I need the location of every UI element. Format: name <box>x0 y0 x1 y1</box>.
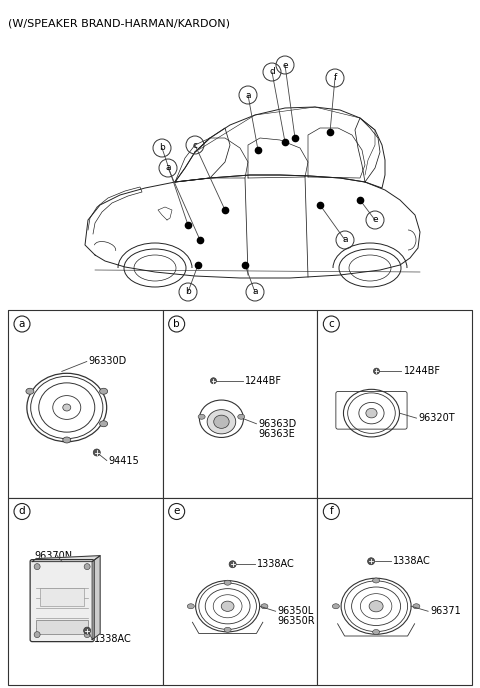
Circle shape <box>84 563 90 570</box>
Text: a: a <box>245 91 251 100</box>
Text: 96371: 96371 <box>430 606 461 616</box>
Polygon shape <box>92 556 100 640</box>
Text: 96330D: 96330D <box>89 356 127 367</box>
Ellipse shape <box>372 578 380 583</box>
Text: d: d <box>269 67 275 76</box>
Text: 96363D: 96363D <box>258 419 297 429</box>
Ellipse shape <box>366 409 377 418</box>
Text: 1338AC: 1338AC <box>393 557 431 566</box>
Text: a: a <box>165 164 171 173</box>
Ellipse shape <box>198 414 205 419</box>
Circle shape <box>84 632 90 638</box>
Text: f: f <box>329 506 333 517</box>
Text: d: d <box>19 506 25 517</box>
Text: 1244BF: 1244BF <box>404 366 441 376</box>
Bar <box>163 310 317 497</box>
Text: e: e <box>173 506 180 517</box>
Text: 96370N: 96370N <box>34 550 72 561</box>
Bar <box>317 310 472 497</box>
Text: 1338AC: 1338AC <box>94 634 132 644</box>
Text: a: a <box>342 235 348 244</box>
Ellipse shape <box>221 601 234 612</box>
Circle shape <box>229 561 236 568</box>
Text: 96363E: 96363E <box>258 429 295 439</box>
Ellipse shape <box>372 630 380 634</box>
Ellipse shape <box>100 421 108 427</box>
Text: b: b <box>173 319 180 329</box>
Ellipse shape <box>261 604 268 609</box>
Circle shape <box>210 378 216 384</box>
Circle shape <box>34 563 40 570</box>
Bar <box>8 497 163 685</box>
Ellipse shape <box>207 409 236 434</box>
Ellipse shape <box>100 388 108 394</box>
Text: 96320T: 96320T <box>419 413 455 423</box>
Text: 1338AC: 1338AC <box>257 559 294 569</box>
Text: 96350L: 96350L <box>277 606 314 616</box>
Text: e: e <box>282 61 288 69</box>
Circle shape <box>84 627 91 634</box>
FancyBboxPatch shape <box>30 559 94 642</box>
Text: 1244BF: 1244BF <box>245 376 282 386</box>
Bar <box>163 497 317 685</box>
Text: b: b <box>185 288 191 297</box>
Circle shape <box>373 368 380 374</box>
Ellipse shape <box>224 580 231 585</box>
Ellipse shape <box>224 627 231 632</box>
Ellipse shape <box>214 415 229 429</box>
Circle shape <box>368 558 374 565</box>
Text: b: b <box>159 144 165 153</box>
Ellipse shape <box>369 601 383 612</box>
Text: e: e <box>372 215 378 224</box>
Text: (W/SPEAKER BRAND-HARMAN/KARDON): (W/SPEAKER BRAND-HARMAN/KARDON) <box>8 18 230 28</box>
Bar <box>40 588 84 605</box>
Text: 94415: 94415 <box>109 455 140 466</box>
Polygon shape <box>32 556 100 561</box>
Text: f: f <box>334 74 336 83</box>
Ellipse shape <box>238 414 245 419</box>
Ellipse shape <box>413 604 420 609</box>
Ellipse shape <box>63 437 71 443</box>
Text: c: c <box>192 140 197 149</box>
Text: 96350R: 96350R <box>277 616 315 626</box>
Bar <box>317 497 472 685</box>
Circle shape <box>93 449 100 456</box>
Ellipse shape <box>63 404 71 411</box>
Bar <box>36 620 88 634</box>
Ellipse shape <box>26 388 34 394</box>
Text: c: c <box>328 319 334 329</box>
Bar <box>8 310 163 497</box>
Circle shape <box>34 632 40 638</box>
Ellipse shape <box>332 604 339 609</box>
Text: a: a <box>252 288 258 297</box>
Ellipse shape <box>187 604 194 609</box>
Text: a: a <box>19 319 25 329</box>
